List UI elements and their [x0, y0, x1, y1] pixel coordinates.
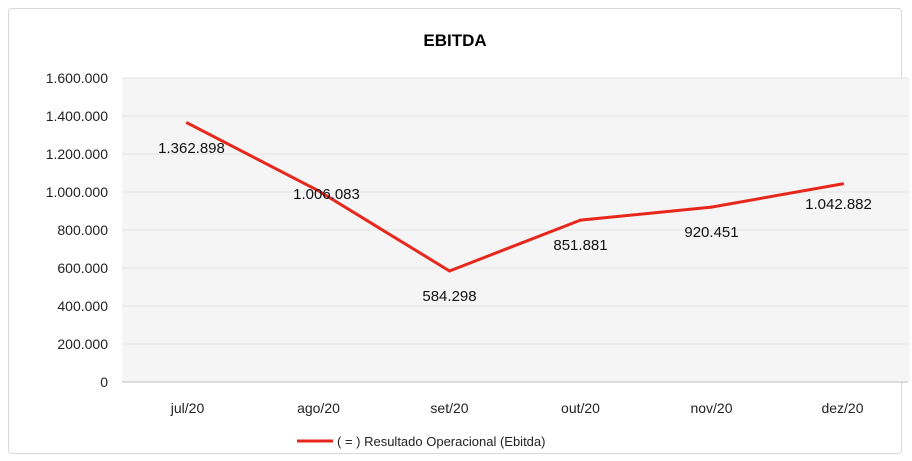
gridlines [122, 77, 908, 345]
x-tick-label: set/20 [430, 400, 468, 416]
legend-label: ( = ) Resultado Operacional (Ebitda) [337, 434, 545, 449]
chart-title: EBITDA [423, 31, 486, 50]
x-tick-label: nov/20 [690, 400, 732, 416]
data-point [579, 218, 582, 222]
x-tick-label: jul/20 [170, 400, 205, 416]
y-tick-label: 1.000.000 [46, 184, 108, 200]
data-label: 1.006.083 [293, 186, 360, 203]
x-tick-label: dez/20 [821, 400, 863, 416]
x-tick-label: out/20 [561, 400, 600, 416]
series-group [186, 121, 844, 273]
data-point [710, 205, 713, 209]
y-axis-ticks: 0 200.000 400.000 600.000 800.000 1.000.000 1.… [46, 70, 109, 390]
data-label: 920.451 [684, 224, 738, 241]
data-label: 584.298 [422, 288, 476, 305]
y-tick-label: 1.600.000 [46, 70, 108, 86]
y-tick-label: 1.400.000 [46, 108, 108, 124]
y-tick-label: 1.200.000 [46, 146, 108, 162]
x-tick-label: ago/20 [297, 400, 340, 416]
series-line [186, 121, 844, 273]
y-tick-label: 0 [100, 374, 108, 390]
y-tick-label: 400.000 [57, 298, 108, 314]
x-axis-ticks: jul/20 ago/20 set/20 out/20 nov/20 dez/20 [170, 400, 864, 416]
y-tick-label: 200.000 [57, 336, 108, 352]
data-labels: 1.362.898 1.006.083 584.298 851.881 920.451 1… [158, 140, 872, 305]
y-tick-label: 600.000 [57, 260, 108, 276]
data-point [448, 269, 451, 273]
y-tick-label: 800.000 [57, 222, 108, 238]
data-point [186, 121, 189, 125]
data-point [841, 182, 844, 186]
legend: ( = ) Resultado Operacional (Ebitda) [297, 434, 545, 449]
data-label: 1.042.882 [805, 196, 872, 213]
data-label: 1.362.898 [158, 140, 225, 157]
data-point [317, 189, 320, 193]
data-label: 851.881 [553, 237, 607, 254]
